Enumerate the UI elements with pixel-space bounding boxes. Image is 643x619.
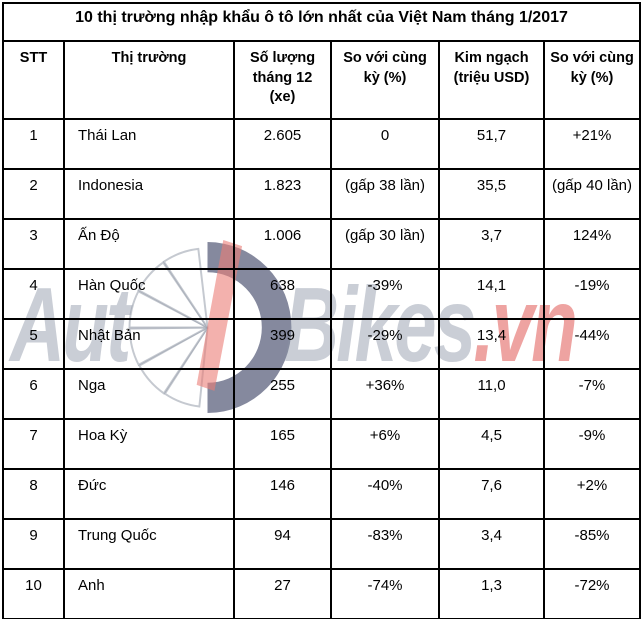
turnover-cell: 3,4 — [438, 518, 545, 570]
yoy-qty-cell: -83% — [330, 518, 440, 570]
col-header-turnover: Kim ngạch (triệu USD) — [438, 40, 545, 120]
yoy-turnover-cell: 124% — [542, 218, 642, 270]
table-row: 7 Hoa Kỳ 165 +6% 4,5 -9% — [2, 418, 642, 470]
qty-cell: 399 — [233, 318, 332, 370]
yoy-qty-cell: -39% — [330, 268, 440, 320]
yoy-qty-cell: -29% — [330, 318, 440, 370]
stt-cell: 9 — [2, 518, 65, 570]
turnover-cell: 1,3 — [438, 568, 545, 619]
yoy-qty-cell: -74% — [330, 568, 440, 619]
stt-cell: 4 — [2, 268, 65, 320]
table-row: 10 Anh 27 -74% 1,3 -72% — [2, 568, 642, 619]
turnover-cell: 4,5 — [438, 418, 545, 470]
col-header-market: Thị trường — [63, 40, 235, 120]
table-row: 4 Hàn Quốc 638 -39% 14,1 -19% — [2, 268, 642, 320]
stt-cell: 5 — [2, 318, 65, 370]
col-header-yoy-quantity: So với cùng kỳ (%) — [330, 40, 440, 120]
table-row: 5 Nhật Bản 399 -29% 13,4 -44% — [2, 318, 642, 370]
title-row: 10 thị trường nhập khẩu ô tô lớn nhất củ… — [1, 2, 642, 42]
turnover-cell: 14,1 — [438, 268, 545, 320]
qty-cell: 1.006 — [233, 218, 332, 270]
table-row: 2 Indonesia 1.823 (gấp 38 lần) 35,5 (gấp… — [2, 168, 642, 220]
qty-cell: 146 — [233, 468, 332, 520]
yoy-turnover-cell: (gấp 40 lần) — [542, 168, 642, 220]
qty-cell: 94 — [233, 518, 332, 570]
col-header-quantity: Số lượng tháng 12 (xe) — [233, 40, 332, 120]
stt-cell: 10 — [2, 568, 65, 619]
stt-cell: 6 — [2, 368, 65, 420]
stt-cell: 8 — [2, 468, 65, 520]
market-cell: Trung Quốc — [63, 518, 235, 570]
page-title: 10 thị trường nhập khẩu ô tô lớn nhất củ… — [1, 2, 642, 42]
market-cell: Anh — [63, 568, 235, 619]
turnover-cell: 11,0 — [438, 368, 545, 420]
qty-cell: 638 — [233, 268, 332, 320]
turnover-cell: 51,7 — [438, 118, 545, 170]
market-cell: Thái Lan — [63, 118, 235, 170]
header-row: STT Thị trường Số lượng tháng 12 (xe) So… — [2, 40, 642, 120]
market-cell: Nga — [63, 368, 235, 420]
table-row: 1 Thái Lan 2.605 0 51,7 +21% — [2, 118, 642, 170]
market-cell: Hàn Quốc — [63, 268, 235, 320]
yoy-qty-cell: (gấp 30 lần) — [330, 218, 440, 270]
yoy-qty-cell: +6% — [330, 418, 440, 470]
market-cell: Đức — [63, 468, 235, 520]
col-header-yoy-turnover: So với cùng kỳ (%) — [542, 40, 642, 120]
turnover-cell: 7,6 — [438, 468, 545, 520]
yoy-turnover-cell: -72% — [542, 568, 642, 619]
yoy-turnover-cell: +21% — [542, 118, 642, 170]
qty-cell: 255 — [233, 368, 332, 420]
yoy-qty-cell: +36% — [330, 368, 440, 420]
yoy-qty-cell: (gấp 38 lần) — [330, 168, 440, 220]
qty-cell: 1.823 — [233, 168, 332, 220]
table-row: 9 Trung Quốc 94 -83% 3,4 -85% — [2, 518, 642, 570]
yoy-qty-cell: -40% — [330, 468, 440, 520]
market-cell: Indonesia — [63, 168, 235, 220]
qty-cell: 165 — [233, 418, 332, 470]
turnover-cell: 13,4 — [438, 318, 545, 370]
yoy-qty-cell: 0 — [330, 118, 440, 170]
yoy-turnover-cell: -7% — [542, 368, 642, 420]
yoy-turnover-cell: +2% — [542, 468, 642, 520]
yoy-turnover-cell: -9% — [542, 418, 642, 470]
table-row: 6 Nga 255 +36% 11,0 -7% — [2, 368, 642, 420]
market-cell: Ấn Độ — [63, 218, 235, 270]
col-header-stt: STT — [2, 40, 65, 120]
yoy-turnover-cell: -44% — [542, 318, 642, 370]
table-row: 3 Ấn Độ 1.006 (gấp 30 lần) 3,7 124% — [2, 218, 642, 270]
yoy-turnover-cell: -19% — [542, 268, 642, 320]
turnover-cell: 3,7 — [438, 218, 545, 270]
market-cell: Nhật Bản — [63, 318, 235, 370]
stt-cell: 7 — [2, 418, 65, 470]
stt-cell: 2 — [2, 168, 65, 220]
table-row: 8 Đức 146 -40% 7,6 +2% — [2, 468, 642, 520]
qty-cell: 2.605 — [233, 118, 332, 170]
qty-cell: 27 — [233, 568, 332, 619]
turnover-cell: 35,5 — [438, 168, 545, 220]
stt-cell: 1 — [2, 118, 65, 170]
yoy-turnover-cell: -85% — [542, 518, 642, 570]
stt-cell: 3 — [2, 218, 65, 270]
market-cell: Hoa Kỳ — [63, 418, 235, 470]
